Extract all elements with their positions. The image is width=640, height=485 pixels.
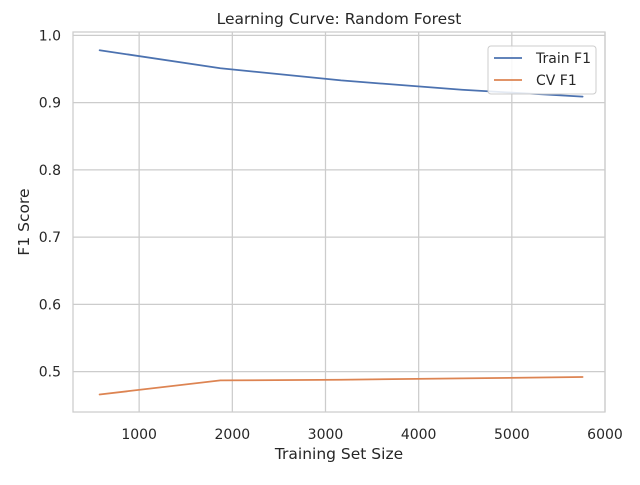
x-tick-label: 6000 [587, 427, 623, 443]
y-tick-label: 1.0 [39, 28, 61, 44]
y-tick-label: 0.8 [39, 163, 61, 179]
x-tick-label: 4000 [401, 427, 437, 443]
plot-frame [72, 31, 606, 413]
legend: Train F1 CV F1 [487, 45, 597, 95]
y-axis-label: F1 Score [15, 188, 33, 255]
x-tick-label: 5000 [494, 427, 530, 443]
y-tick-label: 0.5 [39, 365, 61, 381]
x-tick-label: 2000 [215, 427, 251, 443]
y-tick-label: 0.6 [39, 297, 61, 313]
y-tick-label: 0.9 [39, 96, 61, 112]
x-axis-label: Training Set Size [274, 445, 403, 463]
series-line [98, 376, 584, 396]
grid [73, 32, 606, 412]
legend-label: Train F1 [535, 51, 591, 67]
y-tick-label: 0.7 [39, 230, 61, 246]
x-tick-label: 1000 [121, 427, 157, 443]
legend-label: CV F1 [536, 73, 577, 89]
x-tick-label: 3000 [308, 427, 344, 443]
chart-title: Learning Curve: Random Forest [217, 10, 462, 28]
tick-labels: 1000 2000 3000 4000 5000 6000 0.5 0.6 0.7 0.8 0.9 1… [39, 28, 623, 443]
